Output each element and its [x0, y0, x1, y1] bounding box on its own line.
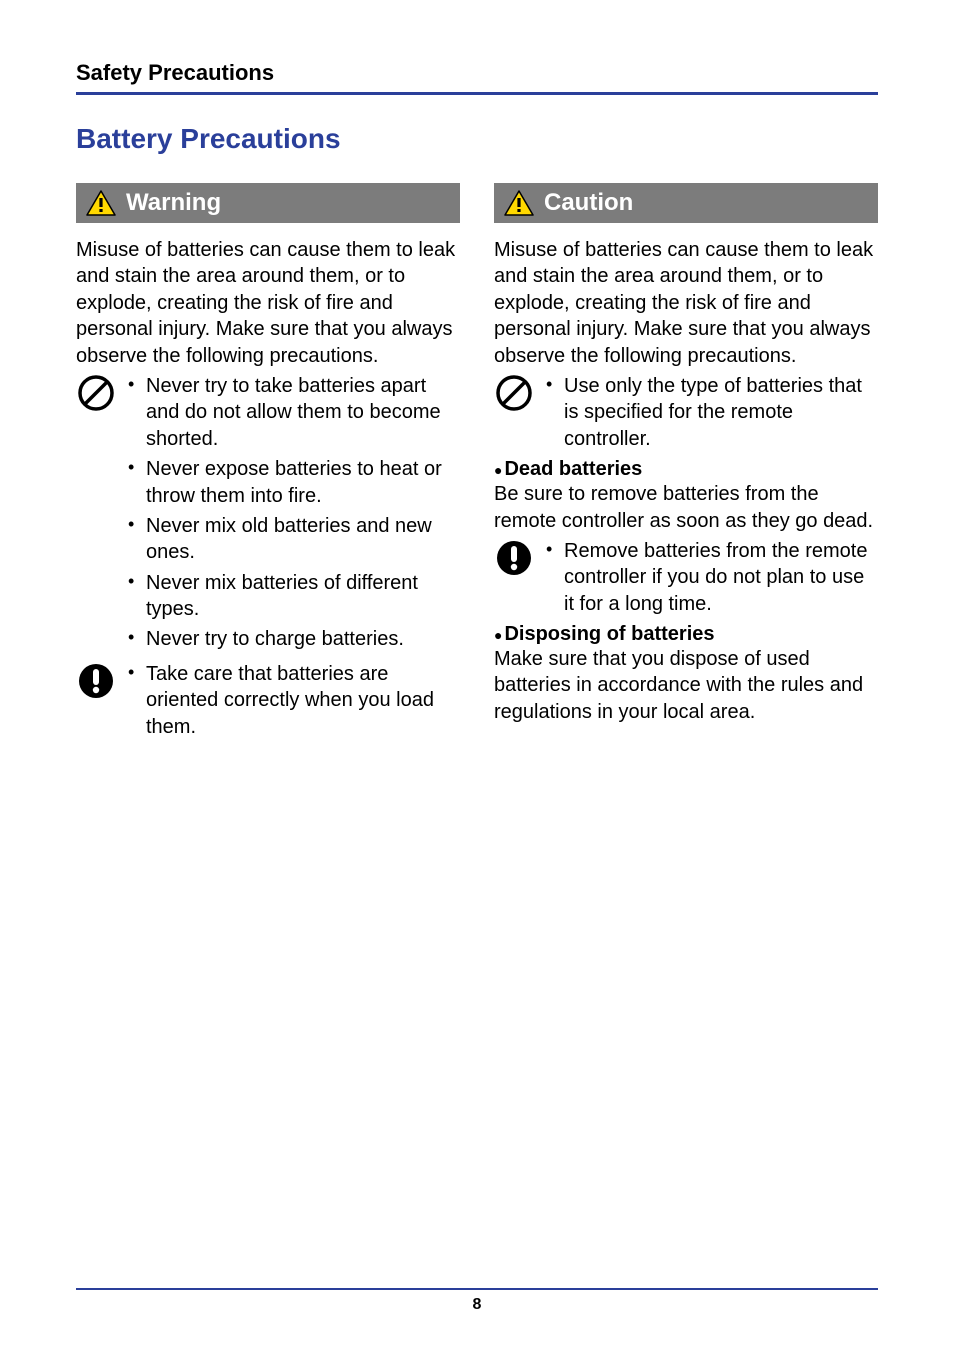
warning-banner: Warning [76, 183, 460, 223]
warning-intro: Misuse of batteries can cause them to le… [76, 237, 460, 369]
warning-label: Warning [126, 189, 221, 217]
warning-column: Warning Misuse of batteries can cause th… [76, 183, 460, 744]
mandatory-icon [494, 538, 536, 578]
dead-batteries-text: Be sure to remove batteries from the rem… [494, 481, 878, 534]
warning-must-list: Take care that batteries are oriented co… [126, 661, 460, 740]
list-item: Take care that batteries are oriented co… [126, 661, 460, 740]
header-rule [76, 92, 878, 95]
caution-prohibit-list: Use only the type of batteries that is s… [544, 373, 878, 452]
list-item: Never try to take batteries apart and do… [126, 373, 460, 452]
columns: Warning Misuse of batteries can cause th… [76, 183, 878, 744]
prohibit-icon [76, 373, 118, 413]
section-header: Safety Precautions [76, 60, 878, 86]
list-item: Use only the type of batteries that is s… [544, 373, 878, 452]
dead-must-list: Remove batteries from the remote control… [544, 538, 878, 617]
caution-prohibit-block: Use only the type of batteries that is s… [494, 373, 878, 456]
list-item: Never try to charge batteries. [126, 626, 460, 652]
caution-banner: Caution [494, 183, 878, 223]
warning-prohibit-list: Never try to take batteries apart and do… [126, 373, 460, 653]
mandatory-icon [76, 661, 118, 701]
list-item: Never expose batteries to heat or throw … [126, 456, 460, 509]
list-item: Never mix old batteries and new ones. [126, 513, 460, 566]
caution-column: Caution Misuse of batteries can cause th… [494, 183, 878, 744]
caution-label: Caution [544, 189, 633, 217]
disposing-heading: Disposing of batteries [494, 623, 878, 646]
list-item: Never mix batteries of different types. [126, 570, 460, 623]
page: Safety Precautions Battery Precautions W… [0, 0, 954, 1352]
caution-triangle-icon [504, 190, 534, 216]
warning-must-block: Take care that batteries are oriented co… [76, 661, 460, 744]
dead-must-block: Remove batteries from the remote control… [494, 538, 878, 621]
list-item: Remove batteries from the remote control… [544, 538, 878, 617]
dead-batteries-heading: Dead batteries [494, 458, 878, 481]
footer-rule [76, 1288, 878, 1290]
warning-triangle-icon [86, 190, 116, 216]
page-title: Battery Precautions [76, 123, 878, 155]
caution-intro: Misuse of batteries can cause them to le… [494, 237, 878, 369]
warning-prohibit-block: Never try to take batteries apart and do… [76, 373, 460, 657]
prohibit-icon [494, 373, 536, 413]
page-number: 8 [0, 1296, 954, 1314]
disposing-text: Make sure that you dispose of used batte… [494, 646, 878, 725]
